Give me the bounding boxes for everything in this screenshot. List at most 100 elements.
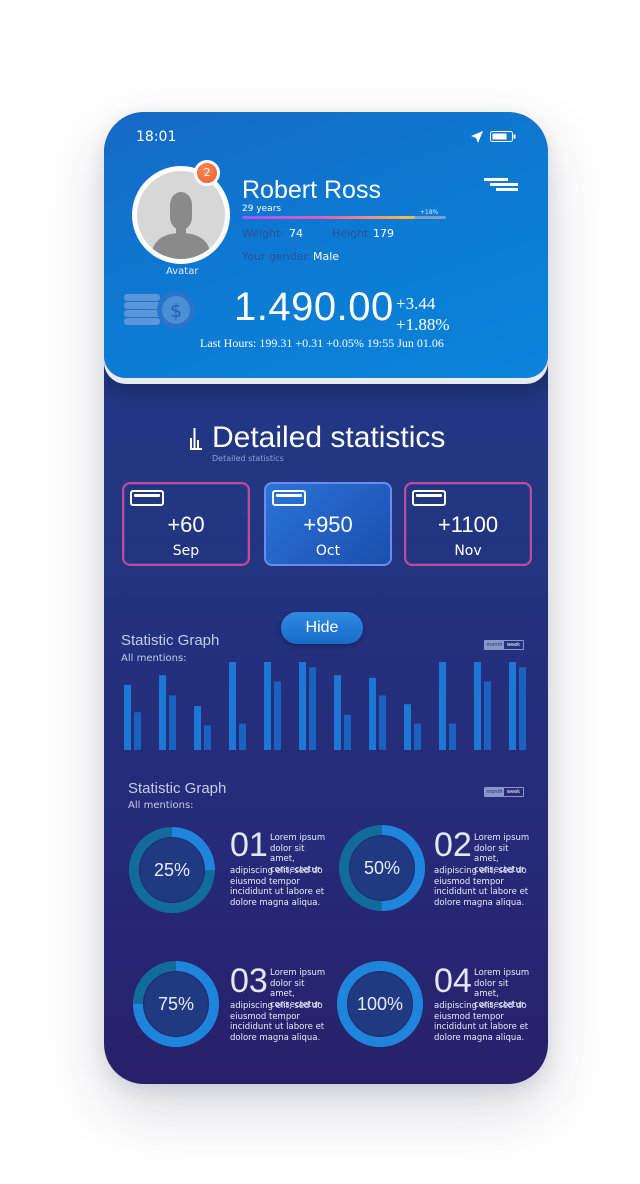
donut-percent: 25% [153,860,191,880]
donut-chart-4: 100% [334,958,426,1050]
status-time: 18:01 [136,129,177,145]
graph1-subtitle: All mentions: [121,653,187,664]
graph2-title: Statistic Graph [128,780,227,797]
chart-bar [484,681,491,750]
chart-bar [159,675,166,750]
chart-bar [194,706,201,750]
chart-bar [344,714,351,750]
section-title: Detailed statistics [212,421,446,454]
hide-button[interactable]: Hide [281,612,363,644]
toggle-month[interactable]: month [485,641,504,649]
balance-amount: 1.490.00 [234,285,394,329]
item-number: 03 [230,962,268,1000]
toggle-week[interactable]: week [506,642,521,648]
user-silhouette-icon [151,192,211,259]
month-card-nov[interactable]: +1100 Nov [404,482,532,566]
chart-bar [274,681,281,750]
donut-arc [133,961,219,1047]
chart-bar [229,662,236,750]
phone-screen: 18:01 2 Avatar Robert Ross 29 years +18%… [104,112,548,1084]
menu-icon[interactable] [484,178,518,194]
chart-bar [379,695,386,750]
avatar-label: Avatar [166,266,199,277]
profile-header: 18:01 2 Avatar Robert Ross 29 years +18%… [104,112,548,378]
user-age: 29 years [242,204,282,214]
chart-bar [509,662,516,750]
donut-percent: 100% [356,994,404,1014]
balance-delta-value: +3.44 [396,294,436,313]
item-number: 04 [434,962,472,1000]
avatar[interactable]: 2 [132,160,230,264]
gender-label: Your gender: [242,250,312,263]
weight-label: Weight: [242,227,285,240]
height-label: Height: [332,227,373,240]
donut-chart-2: 50% [336,822,428,914]
chart-bar [264,662,271,750]
notification-badge[interactable]: 2 [194,160,220,186]
item-text-a: Lorem ipsum dolor sit amet, consectetur [474,833,530,875]
item-number: 02 [434,826,472,864]
item-text-b: adipiscing elit, sed do eiusmod tempor i… [434,1001,529,1043]
donut-percent: 50% [363,858,401,878]
donut-center [140,838,204,902]
graph2-subtitle: All mentions: [128,800,194,811]
balance-delta-percent: +1.88% [396,315,450,334]
donut-chart-1: 25% [126,824,218,916]
graph1-title: Statistic Graph [121,632,220,649]
svg-text:$: $ [170,300,182,322]
month-card-value: +1100 [437,512,499,537]
graph1-period-toggle[interactable]: month week [484,640,524,650]
item-text-b: adipiscing elit, sed do eiusmod tempor i… [434,866,529,908]
item-text-a: Lorem ipsum dolor sit amet, consectetur [270,833,326,875]
chart-bar [404,704,411,750]
battery-icon [490,131,516,142]
item-text-a: Lorem ipsum dolor sit amet, consectetur [270,968,326,1010]
graph2-period-toggle[interactable]: month week [484,787,524,797]
height-value: 179 [373,227,394,240]
gender-value: Male [313,250,340,263]
last-hours-summary: Last Hours: 199.31 +0.31 +0.05% 19:55 Ju… [200,336,444,350]
month-card-oct[interactable]: +950 Oct [264,482,392,566]
age-progress-bar [242,216,446,219]
donut-center [348,972,412,1036]
chart-bar [124,684,131,750]
chart-bar [519,667,526,750]
month-card-label: Nov [454,543,482,559]
item-text-a: Lorem ipsum dolor sit amet, consectetur [474,968,530,1010]
donut-arc [339,825,425,911]
donut-percent: 75% [157,994,195,1014]
user-name: Robert Ross [242,176,381,204]
chart-bar [299,662,306,750]
statistic-bar-chart [124,662,526,750]
item-text-b: adipiscing elit, sed do eiusmod tempor i… [230,866,325,908]
donut-center [144,972,208,1036]
chart-bar [309,667,316,750]
credit-card-icon [130,490,164,506]
credit-card-icon [412,490,446,506]
month-card-value: +950 [303,512,353,537]
donut-chart-3: 75% [130,958,222,1050]
section-subtitle: Detailed statistics [212,454,284,463]
month-card-sep[interactable]: +60 Sep [122,482,250,566]
item-number: 01 [230,826,268,864]
chart-bar [369,677,376,750]
bar-chart-icon [190,428,202,450]
age-bar-percent: +18% [420,209,439,216]
coins-dollar-icon: $ [124,291,195,329]
toggle-week[interactable]: week [506,789,521,795]
chart-bar [134,712,141,750]
month-card-value: +60 [167,512,205,537]
chart-bar [169,695,176,750]
chart-bar [474,662,481,750]
donut-center [350,836,414,900]
weight-value: 74 [289,227,303,240]
donut-arc [129,827,215,913]
chart-bar [439,662,446,750]
month-card-label: Oct [315,543,341,559]
chart-bar [334,675,341,750]
chart-bar [449,723,456,750]
credit-card-icon [272,490,306,506]
chart-bar [204,725,211,750]
toggle-month[interactable]: month [485,788,504,796]
item-text-b: adipiscing elit, sed do eiusmod tempor i… [230,1001,325,1043]
